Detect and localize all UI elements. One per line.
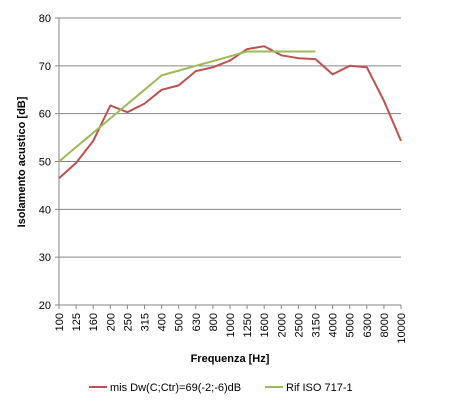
x-tick-label: 200 [105, 313, 117, 331]
x-tick-label: 4000 [328, 313, 340, 337]
x-tick-label: 500 [174, 313, 186, 331]
y-tick-label: 30 [39, 252, 51, 264]
x-tick-label: 1600 [259, 313, 271, 337]
y-tick-label: 20 [39, 300, 51, 312]
x-tick-label: 630 [191, 313, 203, 331]
x-tick-label: 2500 [293, 313, 305, 337]
series-lines [58, 45, 402, 179]
x-tick-label: 5000 [345, 313, 357, 337]
y-axis-title: Isolamento acustico [dB] [16, 96, 28, 227]
x-tick-label: 125 [71, 313, 83, 331]
x-tick-label: 10000 [396, 313, 408, 344]
x-axis-title: Frequenza [Hz] [191, 353, 270, 365]
series-line-measured [58, 45, 402, 179]
x-tick-label: 160 [88, 313, 100, 331]
legend-label-measured: mis Dw(C;Ctr)=69(-2;-6)dB [110, 382, 241, 394]
y-tick-label: 50 [39, 157, 51, 169]
x-tick-label: 1250 [242, 313, 254, 337]
x-tick-label: 315 [140, 313, 152, 331]
x-tick-label: 250 [122, 313, 134, 331]
y-tick-label: 60 [39, 109, 51, 121]
y-tick-label: 70 [39, 61, 51, 73]
series-line-reference [58, 50, 316, 163]
x-tick-label: 2000 [276, 313, 288, 337]
x-tick-label: 800 [208, 313, 220, 331]
y-tick-label: 80 [39, 13, 51, 25]
x-tick-label: 100 [54, 313, 66, 331]
y-tick-labels: 20 30 40 50 60 70 80 [39, 13, 51, 312]
y-tick-label: 40 [39, 204, 51, 216]
x-tick-label: 8000 [379, 313, 391, 337]
x-tick-labels: 100 125 160 200 250 315 400 500 630 800 1000 1250 16… [54, 313, 408, 344]
legend-label-reference: Rif ISO 717-1 [286, 382, 353, 394]
x-tick-label: 400 [157, 313, 169, 331]
x-tick-label: 1000 [225, 313, 237, 337]
x-tick-label: 3150 [311, 313, 323, 337]
legend: mis Dw(C;Ctr)=69(-2;-6)dB Rif ISO 717-1 [89, 382, 353, 394]
x-tick-label: 6300 [362, 313, 374, 337]
gridlines [55, 17, 401, 306]
